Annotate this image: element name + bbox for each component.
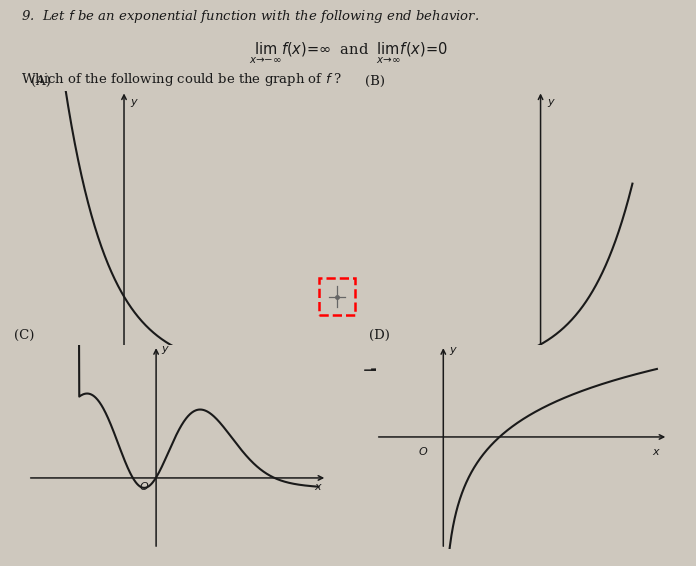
Text: $x$: $x$ — [652, 447, 661, 457]
Text: $y$: $y$ — [546, 97, 555, 109]
Text: $O$: $O$ — [418, 445, 428, 457]
Text: $x$: $x$ — [654, 388, 663, 398]
Text: $O$: $O$ — [139, 480, 150, 492]
Text: $y$: $y$ — [129, 97, 139, 109]
Text: $y$: $y$ — [449, 345, 458, 357]
Text: Which of the following could be the graph of $f$ ?: Which of the following could be the grap… — [21, 71, 342, 88]
Text: $O$: $O$ — [109, 386, 120, 398]
Text: (A): (A) — [31, 75, 52, 88]
Text: 9.  Let $f$ be an exponential function with the following end behavior.: 9. Let $f$ be an exponential function wi… — [21, 8, 479, 25]
Text: $\lim_{x\to -\infty} f(x)=\infty$  and  $\lim_{x\to \infty} f(x)=0$: $\lim_{x\to -\infty} f(x)=\infty$ and $\… — [248, 41, 448, 66]
Text: $x$: $x$ — [314, 482, 323, 492]
Text: $O$: $O$ — [512, 386, 523, 398]
Text: (D): (D) — [369, 329, 390, 342]
Text: $x$: $x$ — [278, 388, 287, 398]
Text: (C): (C) — [14, 329, 34, 342]
Text: (B): (B) — [365, 75, 386, 88]
Text: $y$: $y$ — [161, 344, 171, 357]
